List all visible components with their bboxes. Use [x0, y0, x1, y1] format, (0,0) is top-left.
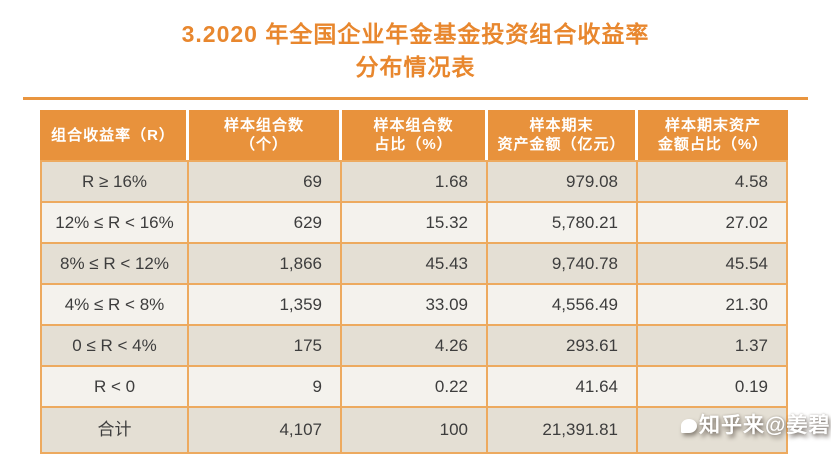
table-cell: 1,866: [189, 244, 342, 283]
table-cell: [638, 408, 788, 452]
table-cell: 9,740.78: [488, 244, 638, 283]
title-line-1: 3.2020 年全国企业年金基金投资组合收益率: [181, 21, 650, 47]
table-header: 组合收益率（R） 样本组合数 （个） 样本组合数 占比（%） 样本期末 资产金额…: [40, 110, 788, 160]
table-cell: 4,107: [189, 408, 342, 452]
table-cell: 5,780.21: [488, 203, 638, 242]
table-cell: 1,359: [189, 285, 342, 324]
page-title: 3.2020 年全国企业年金基金投资组合收益率 分布情况表: [0, 18, 831, 84]
table-row: 12% ≤ R < 16% 629 15.32 5,780.21 27.02: [40, 201, 788, 242]
table-row: R < 0 9 0.22 41.64 0.19: [40, 365, 788, 406]
table-cell: 1.68: [342, 162, 488, 201]
total-row: 合计 4,107 100 21,391.81: [40, 406, 788, 452]
table-cell: 4,556.49: [488, 285, 638, 324]
title-line-2: 分布情况表: [355, 54, 476, 80]
table-cell: 45.43: [342, 244, 488, 283]
table-cell: 合计: [40, 408, 189, 452]
table-cell: 45.54: [638, 244, 788, 283]
table-cell: R ≥ 16%: [40, 162, 189, 201]
table-cell: 0.19: [638, 367, 788, 406]
header-cell-sample-count: 样本组合数 （个）: [189, 110, 342, 160]
table-cell: 293.61: [488, 326, 638, 365]
header-cell-return-rate: 组合收益率（R）: [40, 110, 189, 160]
table-cell: 12% ≤ R < 16%: [40, 203, 189, 242]
table-body: R ≥ 16% 69 1.68 979.08 4.58 12% ≤ R < 16…: [40, 160, 788, 454]
table-cell: 69: [189, 162, 342, 201]
table-row: R ≥ 16% 69 1.68 979.08 4.58: [40, 160, 788, 201]
table-row: 8% ≤ R < 12% 1,866 45.43 9,740.78 45.54: [40, 242, 788, 283]
table-cell: 629: [189, 203, 342, 242]
table-row: 4% ≤ R < 8% 1,359 33.09 4,556.49 21.30: [40, 283, 788, 324]
table-cell: 4.58: [638, 162, 788, 201]
watermark: 知乎来@姜碧: [681, 409, 830, 439]
table-cell: 4.26: [342, 326, 488, 365]
header-cell-asset-share: 样本期末资产 金额占比（%）: [657, 117, 769, 153]
header-cell-asset-amount: 样本期末 资产金额（亿元）: [488, 110, 638, 160]
table-cell: 1.37: [638, 326, 788, 365]
table-row: 0 ≤ R < 4% 175 4.26 293.61 1.37: [40, 324, 788, 365]
annuity-distribution-table: 组合收益率（R） 样本组合数 （个） 样本组合数 占比（%） 样本期末 资产金额…: [40, 110, 788, 454]
table-cell: 979.08: [488, 162, 638, 201]
table-cell: 21.30: [638, 285, 788, 324]
divider-rule: [23, 97, 808, 100]
table-cell: 4% ≤ R < 8%: [40, 285, 189, 324]
watermark-text: 知乎来@姜碧: [699, 414, 831, 437]
table-cell: 41.64: [488, 367, 638, 406]
table-cell: 9: [189, 367, 342, 406]
zhihu-logo-icon: [681, 419, 697, 433]
table-cell: 175: [189, 326, 342, 365]
table-cell: 33.09: [342, 285, 488, 324]
table-cell: R < 0: [40, 367, 189, 406]
table-cell: 100: [342, 408, 488, 452]
table-cell: 27.02: [638, 203, 788, 242]
table-cell: 0 ≤ R < 4%: [40, 326, 189, 365]
table-cell: 15.32: [342, 203, 488, 242]
table-cell: 8% ≤ R < 12%: [40, 244, 189, 283]
table-cell: 0.22: [342, 367, 488, 406]
table-cell: 21,391.81: [488, 408, 638, 452]
header-cell-sample-share: 样本组合数 占比（%）: [342, 110, 488, 160]
